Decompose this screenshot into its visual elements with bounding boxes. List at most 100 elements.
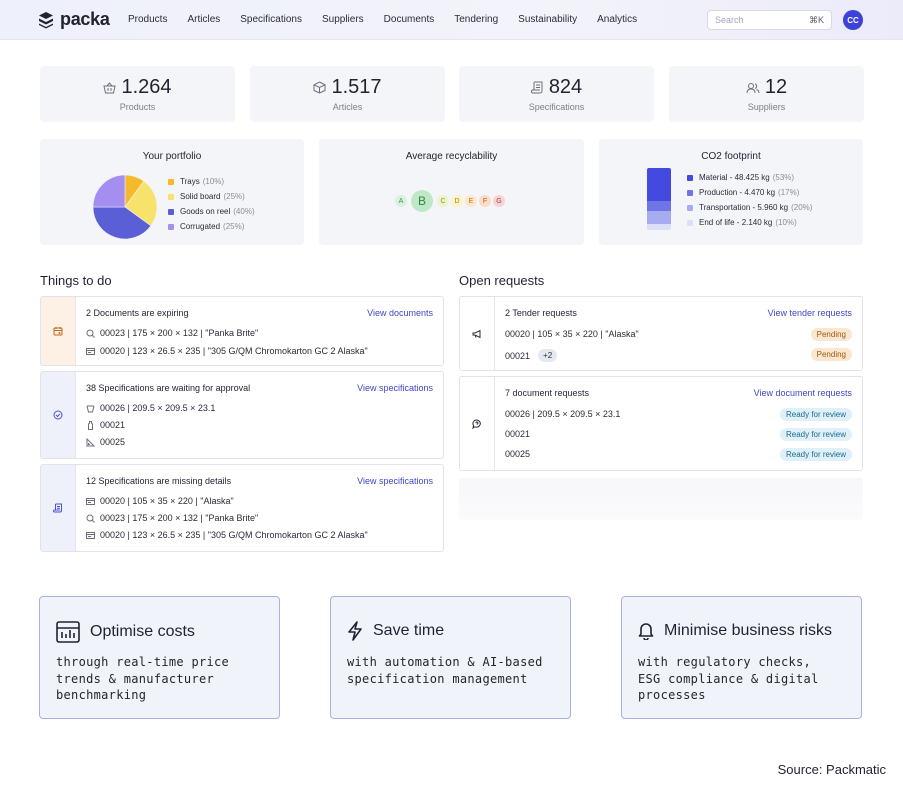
request-group-tender[interactable]: 2 Tender requests View tender requests 0… (459, 296, 863, 371)
request-row[interactable]: 00025 (505, 449, 530, 459)
more-count-badge[interactable]: +2 (538, 349, 558, 362)
search-icon (86, 329, 95, 338)
request-group-documents[interactable]: 7 document requests View document reques… (459, 376, 863, 471)
todo-line[interactable]: 00021 (86, 420, 125, 430)
legend-pct: (53%) (772, 173, 795, 182)
view-specifications-link[interactable]: View specifications (357, 476, 433, 486)
benefit-title: Minimise business risks (638, 621, 832, 640)
nav-analytics[interactable]: Analytics (597, 14, 638, 25)
todo-side (41, 372, 76, 458)
pie-slice-corrugated[interactable] (92, 174, 126, 208)
benefit-title-text: Save time (373, 622, 445, 639)
check-circle-icon (53, 410, 63, 420)
co2-segment-production[interactable] (647, 200, 671, 212)
todo-line[interactable]: 00026 | 209.5 × 209.5 × 23.1 (86, 403, 215, 413)
ruler-icon (86, 437, 95, 446)
nav-tendering[interactable]: Tendering (454, 14, 499, 25)
search-input[interactable]: Search ⌘K (707, 10, 832, 30)
request-side (460, 297, 495, 370)
stat-label: Products (119, 102, 156, 112)
source-caption: Source: Packmatic (777, 762, 886, 777)
nav-specifications[interactable]: Specifications (240, 14, 302, 25)
benefit-card-optimise-costs: Optimise costs through real-time price t… (39, 596, 280, 719)
legend-item-material: Material - 48.425 kg (53%) (687, 170, 812, 185)
bell-icon (638, 623, 654, 640)
stat-products[interactable]: 1.264 Products (40, 66, 235, 122)
users-icon (746, 82, 760, 93)
grade-c: C (437, 195, 449, 207)
stat-value: 824 (548, 76, 583, 98)
todo-line-text: 00021 (100, 420, 126, 430)
todo-line[interactable]: 00020 | 123 × 26.5 × 235 | "305 G/QM Chr… (86, 346, 368, 356)
nav-articles[interactable]: Articles (187, 14, 221, 25)
requests-section-title: Open requests (459, 273, 545, 288)
todo-heading: 2 Documents are expiring (86, 308, 189, 318)
co2-segment-end-of-life[interactable] (647, 223, 671, 230)
todo-line-text: 00026 | 209.5 × 209.5 × 23.1 (100, 403, 216, 413)
todo-line[interactable]: 00020 | 123 × 26.5 × 235 | "305 G/QM Chr… (86, 530, 368, 540)
nav-suppliers[interactable]: Suppliers (321, 14, 364, 25)
legend-item-production: Production - 4.470 kg (17%) (687, 185, 812, 200)
benefit-title-text: Optimise costs (90, 623, 195, 640)
legend-label: Material - 48.425 kg (699, 173, 770, 182)
request-row[interactable]: 00020 | 105 × 35 × 220 | "Alaska" (505, 329, 639, 339)
stat-specifications[interactable]: 824 Specifications (459, 66, 654, 122)
avatar[interactable]: CC (843, 10, 863, 30)
view-tender-requests-link[interactable]: View tender requests (767, 308, 852, 318)
co2-stacked-bar (647, 168, 671, 230)
legend-item-trays: Trays (10%) (168, 174, 255, 189)
pie-slice-solid-board[interactable] (124, 180, 158, 227)
logo-icon (39, 11, 53, 28)
portfolio-pie-chart (92, 174, 158, 240)
view-documents-link[interactable]: View documents (367, 308, 433, 318)
search-placeholder: Search (715, 15, 744, 25)
todo-line-text: 00020 | 123 × 26.5 × 235 | "305 G/QM Chr… (100, 530, 368, 540)
nav-products[interactable]: Products (128, 14, 168, 25)
logo-text: packa (60, 9, 110, 29)
logo[interactable]: packa (38, 9, 110, 30)
todo-line[interactable]: 00020 | 105 × 35 × 220 | "Alaska" (86, 496, 234, 506)
legend-label: Goods on reel (180, 207, 231, 216)
pie-slice-goods-on-reel[interactable] (92, 206, 152, 240)
todo-line[interactable]: 00023 | 175 × 200 × 132 | "Panka Brite" (86, 328, 258, 338)
legend-pct: (17%) (778, 188, 800, 197)
todo-item-specifications-waiting[interactable]: 38 Specifications are waiting for approv… (40, 371, 444, 459)
stat-articles[interactable]: 1.517 Articles (250, 66, 445, 122)
co2-segment-transportation[interactable] (647, 211, 671, 224)
nav-documents[interactable]: Documents (383, 14, 435, 25)
stat-suppliers[interactable]: 12 Suppliers (669, 66, 864, 122)
todo-line[interactable]: 00023 | 175 × 200 × 132 | "Panka Brite" (86, 513, 258, 523)
nav-sustainability[interactable]: Sustainability (518, 14, 578, 25)
co2-segment-material[interactable] (647, 168, 671, 201)
search-shortcut: ⌘K (808, 15, 824, 25)
portfolio-card[interactable]: Your portfolio Trays (10%) Solid board (25… (40, 139, 304, 245)
todo-item-specifications-missing[interactable]: 12 Specifications are missing details Vi… (40, 464, 444, 552)
benefit-title: Optimise costs (56, 621, 195, 643)
co2-card[interactable]: CO2 footprint Material - 48.425 kg (53%) … (599, 139, 863, 245)
grade-g: G (493, 195, 505, 207)
view-specifications-link[interactable]: View specifications (357, 383, 433, 393)
request-heading: 7 document requests (505, 388, 590, 398)
recyclability-title: Average recyclability (405, 151, 498, 162)
card-icon (86, 531, 95, 539)
todo-line[interactable]: 00025 (86, 437, 125, 447)
benefit-text: with automation & AI-based specification… (347, 655, 543, 686)
todo-line-text: 00020 | 105 × 35 × 220 | "Alaska" (100, 496, 234, 506)
stat-label: Articles (332, 102, 363, 112)
status-badge: Ready for review (779, 408, 852, 421)
grade-e: E (465, 195, 477, 207)
legend-label: Corrugated (180, 222, 221, 231)
stat-label: Specifications (528, 102, 585, 112)
request-row[interactable]: 00021 +2 (505, 349, 558, 362)
legend-pct: (10%) (775, 218, 797, 227)
request-row[interactable]: 00021 (505, 429, 530, 439)
legend-pct: (10%) (202, 177, 225, 186)
todo-item-documents-expiring[interactable]: 2 Documents are expiring View documents … (40, 296, 444, 366)
legend-label: Transportation - 5.960 kg (699, 203, 789, 212)
legend-item-corrugated: Corrugated (25%) (168, 219, 255, 234)
loading-placeholder (459, 478, 863, 520)
todo-line-text: 00025 (100, 437, 126, 447)
view-document-requests-link[interactable]: View document requests (753, 388, 852, 398)
request-row[interactable]: 00026 | 209.5 × 209.5 × 23.1 (505, 409, 620, 419)
